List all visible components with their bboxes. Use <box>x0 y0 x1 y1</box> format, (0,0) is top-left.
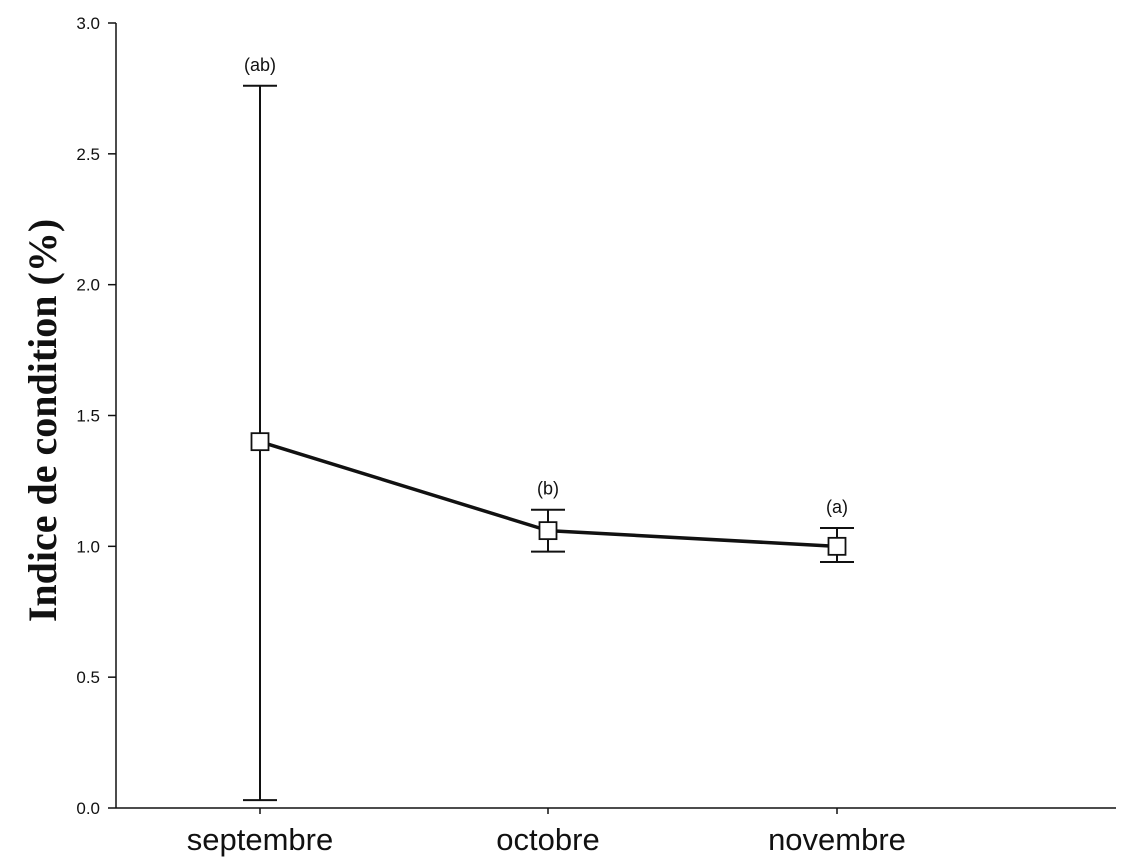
x-tick-label: septembre <box>187 822 333 857</box>
x-tick-label: novembre <box>768 822 906 857</box>
y-tick-label: 0.0 <box>76 799 100 818</box>
y-ticks: 0.0 0.5 1.0 1.5 2.0 2.5 3.0 <box>76 14 838 818</box>
y-tick-label: 1.5 <box>76 407 100 426</box>
significance-label: (b) <box>537 479 559 499</box>
axes <box>115 23 1116 809</box>
labels: Indice de condition (%) septembre octobre… <box>20 55 906 857</box>
data-point <box>827 536 847 556</box>
data-point <box>250 432 270 452</box>
y-tick-label: 3.0 <box>76 14 100 33</box>
significance-label: (ab) <box>244 55 276 75</box>
y-tick-label: 2.0 <box>76 276 100 295</box>
data-point <box>538 521 558 541</box>
data-points <box>250 432 847 556</box>
y-tick-label: 1.0 <box>76 537 100 556</box>
significance-label: (a) <box>826 497 848 517</box>
y-tick-label: 0.5 <box>76 668 100 687</box>
x-tick-label: octobre <box>496 822 599 857</box>
error-bars <box>243 84 854 802</box>
y-tick-label: 2.5 <box>76 145 100 164</box>
y-axis-title: Indice de condition (%) <box>20 219 65 622</box>
